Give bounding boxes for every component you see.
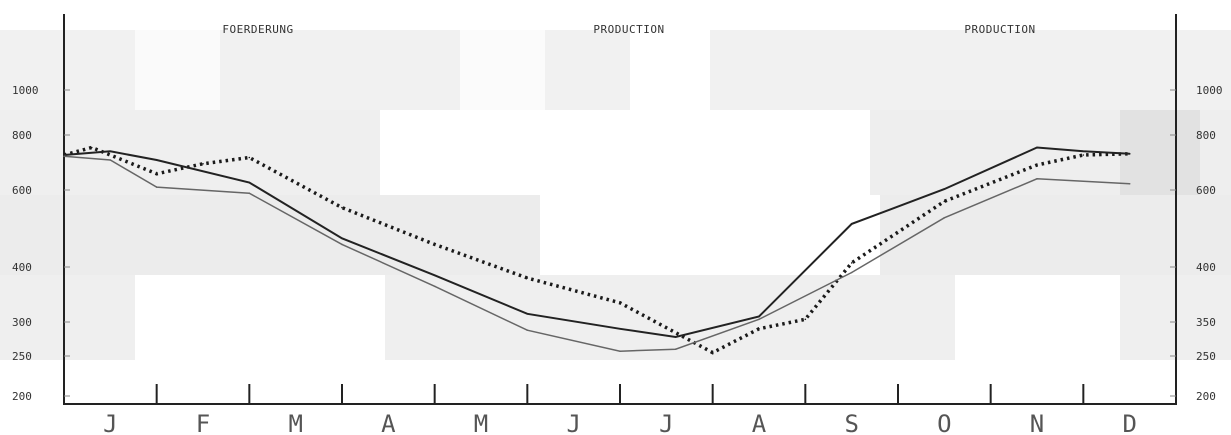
series-3-point-7: [526, 329, 529, 332]
y-tick-right-1000: 1000: [1196, 84, 1223, 97]
series-1-point-11: [758, 328, 760, 330]
y-tick-left-250: 250: [12, 350, 32, 363]
series-1-point-10: [711, 351, 714, 354]
series-2-point-9: [674, 336, 677, 338]
series-2-point-14: [1082, 150, 1085, 153]
x-tick-label-4: A: [381, 410, 396, 435]
series-solid-light-line: [63, 155, 1130, 352]
series-3-point-8: [619, 350, 621, 353]
series-1-point-15: [1036, 164, 1038, 166]
x-tick-label-8: A: [752, 410, 767, 435]
header-label-1: FOERDERUNG: [222, 23, 293, 36]
series-2-point-5: [341, 237, 343, 240]
series-2-point-6: [433, 274, 436, 277]
y-tick-right-800: 800: [1196, 129, 1216, 142]
series-1-point-14: [943, 200, 946, 203]
series-2-point-2: [109, 150, 112, 153]
series-2-point-3: [155, 159, 158, 161]
series-1-point-7: [433, 243, 436, 246]
series-3-point-4: [248, 192, 251, 194]
y-tick-left-400: 400: [12, 261, 32, 274]
series-1-point-12: [804, 318, 807, 321]
series-3-point-3: [155, 186, 158, 188]
y-tick-right-250: 250: [1196, 350, 1216, 363]
series-2-point-12: [943, 188, 946, 190]
x-tick-label-6: J: [566, 410, 580, 435]
x-tick-label-3: M: [288, 410, 302, 435]
x-tick-label-7: J: [659, 410, 673, 435]
y-tick-left-1000: 1000: [12, 84, 39, 97]
series-3-point-9: [674, 348, 677, 351]
y-tick-left-800: 800: [12, 129, 32, 142]
series-3-point-14: [1128, 183, 1131, 185]
series-1-point-16: [1082, 154, 1085, 156]
x-tick-label-2: F: [196, 410, 210, 435]
x-tick-label-1: J: [103, 410, 117, 435]
series-2-point-7: [526, 313, 529, 315]
y-tick-right-350: 350: [1196, 316, 1216, 329]
series-2-point-1: [63, 154, 65, 156]
y-tick-right-600: 600: [1196, 184, 1216, 197]
x-tick-label-10: O: [937, 410, 951, 435]
header-label-2: PRODUCTION: [593, 23, 664, 36]
series-3-point-2: [109, 159, 112, 161]
series-3-point-11: [850, 271, 853, 274]
series-1-point-6: [341, 206, 343, 209]
y-tick-left-600: 600: [12, 184, 32, 197]
x-tick-label-11: N: [1030, 410, 1044, 435]
series-3-point-1: [63, 155, 65, 158]
series-1-point-4: [202, 163, 204, 165]
series-2-point-8: [619, 328, 621, 330]
series-2-point-4: [248, 181, 251, 184]
series-3-point-13: [1036, 178, 1038, 180]
y-tick-left-300: 300: [12, 316, 32, 329]
series-3-point-6: [433, 285, 436, 288]
series-2-point-11: [850, 223, 853, 225]
x-tick-label-5: M: [474, 410, 488, 435]
y-tick-right-400: 400: [1196, 261, 1216, 274]
y-tick-left-200: 200: [12, 390, 32, 403]
series-1-point-9: [619, 302, 621, 304]
series-3-point-10: [758, 318, 760, 321]
x-tick-label-12: D: [1122, 410, 1136, 435]
background-blocks: [0, 30, 1231, 360]
series-1-point-13: [850, 262, 853, 264]
x-tick-label-9: S: [844, 410, 858, 435]
header-label-3: PRODUCTION: [964, 23, 1035, 36]
series-3-point-5: [341, 243, 343, 246]
series-1-point-8: [526, 277, 529, 279]
series-1-point-3: [155, 173, 158, 175]
series-3-point-12: [943, 217, 946, 219]
series-1-point-5: [248, 156, 251, 159]
series-2-point-10: [758, 315, 760, 318]
series-2-point-13: [1036, 146, 1038, 149]
y-tick-right-200: 200: [1196, 390, 1216, 403]
series-2-point-15: [1128, 153, 1131, 155]
series-1-point-2: [91, 146, 93, 149]
